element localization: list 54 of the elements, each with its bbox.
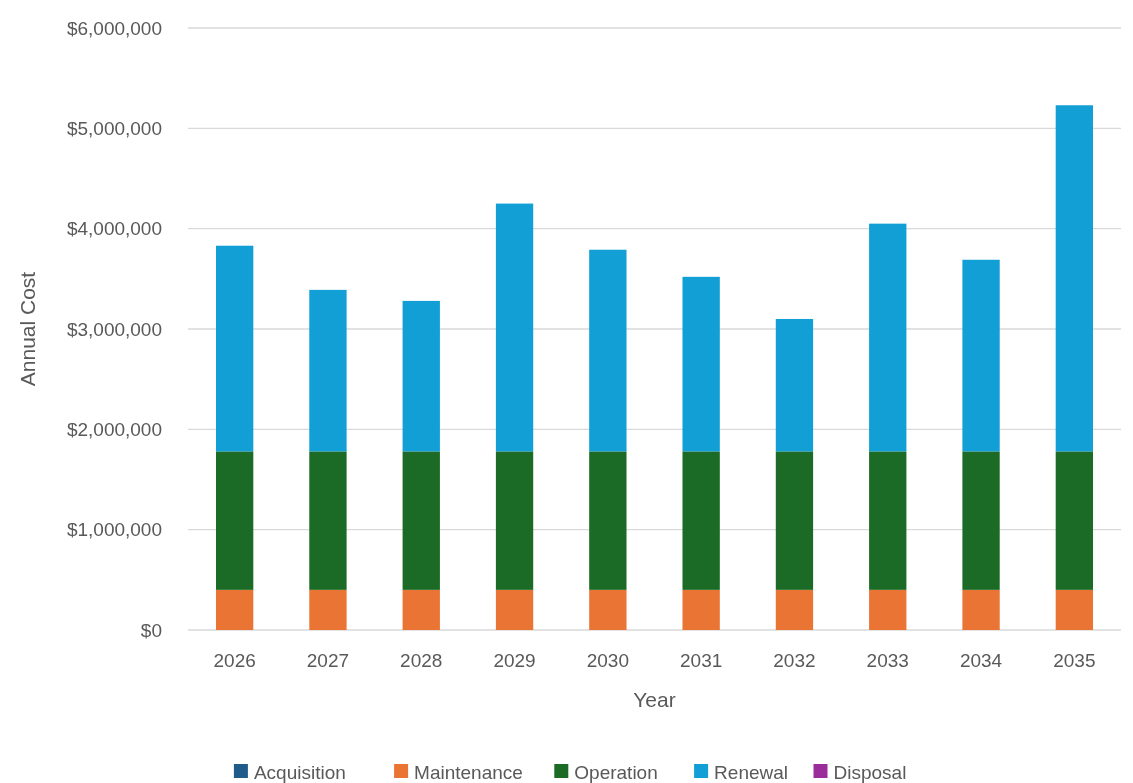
legend-label: Acquisition [253,762,346,783]
bar [402,451,440,590]
y-tick-label: $2,000,000 [66,418,162,440]
x-tick-label: 2028 [400,650,443,671]
bar [402,589,440,630]
legend-label: Maintenance [414,762,523,783]
bar [775,451,814,590]
x-tick-label: 2035 [1053,650,1096,671]
bar [682,589,720,630]
y-tick-label: $6,000,000 [66,17,162,39]
bar [309,289,347,452]
bar [869,451,907,590]
bar [309,589,347,630]
bar [1055,105,1094,452]
bar [869,589,907,630]
y-tick-label: $1,000,000 [66,519,162,541]
bar [215,451,254,590]
x-axis-title: Year [633,688,676,711]
bar [215,589,254,630]
bar [775,589,814,630]
bar [869,223,907,452]
y-tick-label: $3,000,000 [66,318,162,340]
bar [1055,589,1094,630]
bar [215,245,254,452]
bar [775,318,814,452]
legend-label: Operation [574,762,658,783]
x-tick-label: 2033 [866,650,909,671]
bar [962,589,1000,630]
y-axis-title: Annual Cost [16,271,39,387]
x-tick-label: 2027 [306,650,350,671]
bar [962,451,1000,590]
y-tick-label: $4,000,000 [66,218,162,240]
legend-label: Renewal [714,762,789,783]
x-tick-label: 2026 [213,650,256,671]
bar [962,259,1000,452]
x-tick-label: 2029 [493,650,536,671]
bar [589,589,627,630]
x-tick-label: 2034 [959,650,1003,671]
bar [1055,451,1094,590]
bar [495,589,534,630]
bar [495,451,534,590]
x-tick-label: 2031 [680,650,723,671]
bar [589,249,627,452]
bar [682,276,720,452]
bar [402,300,440,452]
y-tick-label: $0 [140,619,162,641]
bar [309,451,347,590]
x-tick-label: 2032 [773,650,816,671]
legend-label: Disposal [833,762,907,783]
bar [682,451,720,590]
x-tick-label: 2030 [586,650,629,671]
bar [589,451,627,590]
bar [495,203,534,452]
y-tick-label: $5,000,000 [66,117,162,139]
